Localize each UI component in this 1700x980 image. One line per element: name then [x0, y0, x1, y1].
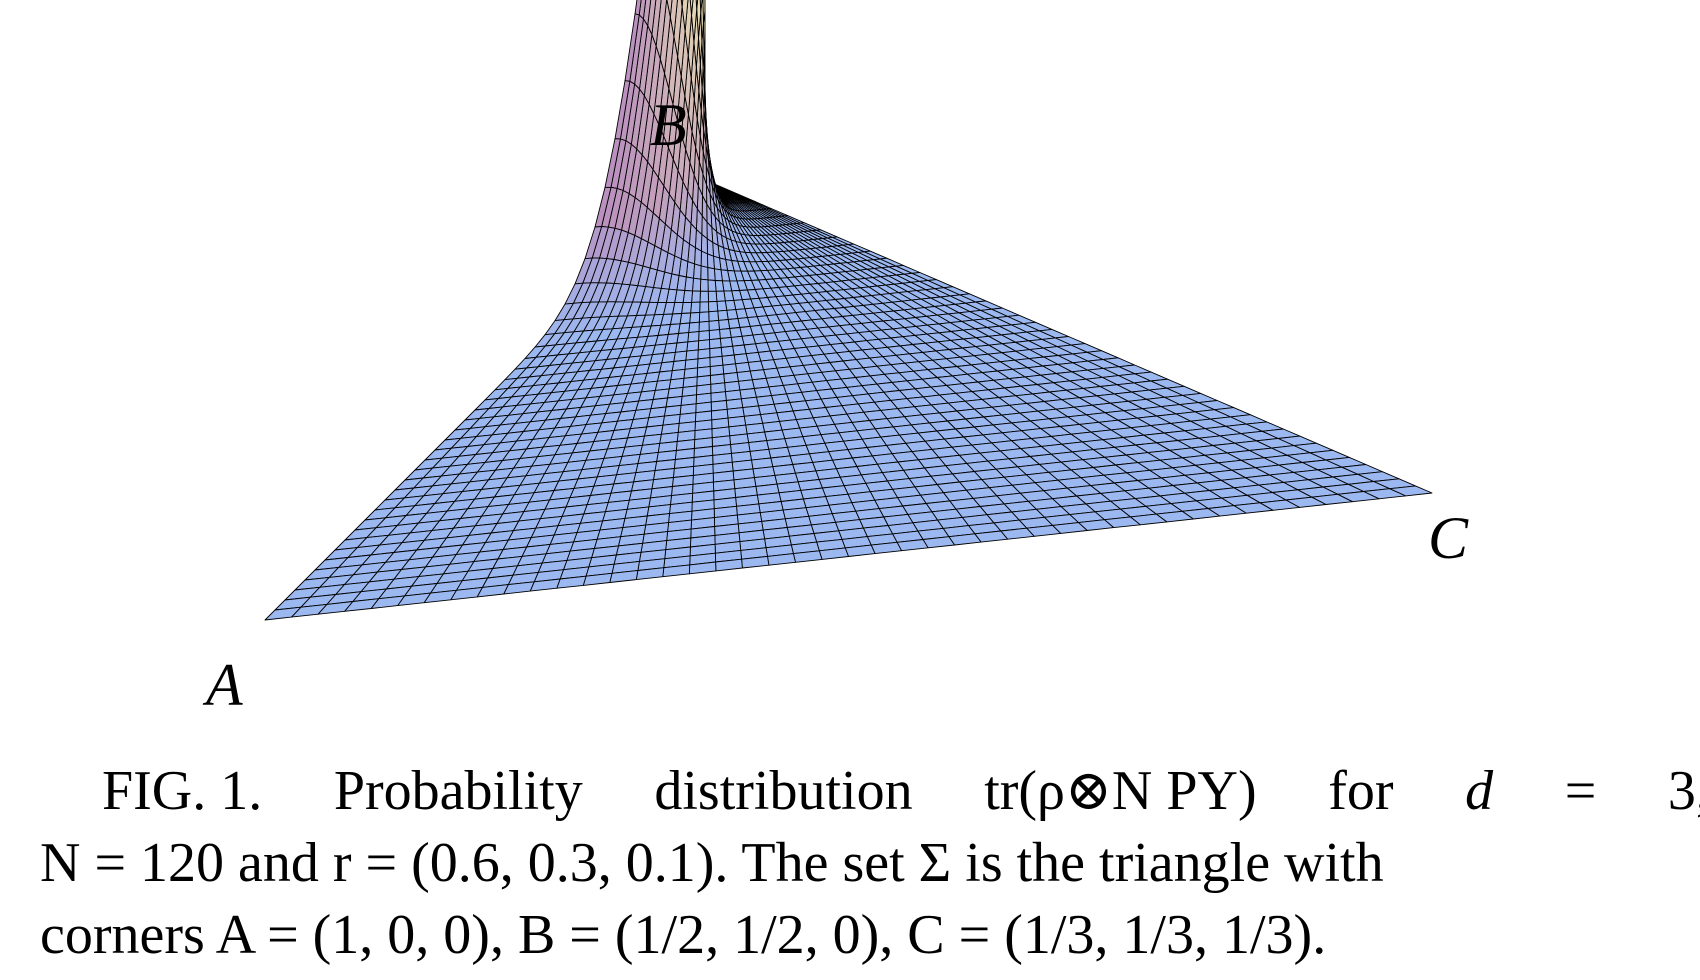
caption-line-2: N = 120 and r = (0.6, 0.3, 0.1). The set… [40, 832, 1384, 894]
mesh-cell [727, 318, 741, 329]
mesh-cell [726, 309, 739, 320]
mesh-cell [688, 321, 700, 334]
caption-word: for [1328, 760, 1394, 822]
mesh-cell [700, 250, 709, 268]
mesh-cell [707, 267, 716, 281]
caption-math-eq: = [1564, 760, 1597, 822]
caption-fig-label: FIG. 1. [102, 760, 263, 822]
mesh-cell [698, 320, 710, 333]
mesh-cell [691, 290, 701, 303]
mesh-cell [730, 335, 745, 347]
mesh-cell [697, 339, 711, 351]
mesh-cell [719, 328, 732, 339]
mesh-cell [729, 327, 743, 338]
corner-label-b: B [650, 92, 687, 158]
caption-math-value: 3, [1667, 760, 1700, 822]
mesh-cell [264, 606, 302, 621]
mesh-cell [698, 330, 710, 342]
caption-word: Probability [333, 760, 583, 822]
mesh-cell [689, 311, 701, 324]
mesh-cell [687, 331, 700, 343]
mesh-cell [708, 310, 720, 322]
mesh-cell [708, 319, 720, 332]
mesh-cell [713, 268, 723, 282]
mesh-cell [707, 253, 715, 270]
corner-label-a: A [206, 652, 243, 718]
mesh-cell [690, 301, 701, 314]
mesh-cell [718, 319, 731, 331]
caption-line-3: corners A = (1, 0, 0), B = (1/2, 1/2, 0)… [40, 904, 1327, 966]
corner-label-c: C [1428, 505, 1469, 571]
mesh-cell [699, 278, 709, 292]
mesh-cell [717, 309, 729, 321]
mesh-cell [714, 280, 725, 292]
mesh-cell [709, 338, 722, 350]
mesh-cell [715, 290, 726, 302]
caption-line-1: FIG. 1. Probability distribution tr(ρ⊗N … [102, 755, 1700, 827]
mesh-cell [700, 265, 709, 281]
mesh-cell [686, 340, 700, 352]
mesh-cell [716, 300, 728, 312]
mesh-cell [708, 300, 719, 313]
mesh-cell [708, 329, 721, 341]
caption-math-trace: tr(ρ⊗N PY) [984, 760, 1257, 822]
caption-word: distribution [654, 760, 913, 822]
mesh-cell [698, 311, 710, 323]
caption-math-d: d [1465, 760, 1494, 822]
probability-surface-figure: A B C [206, 0, 1469, 718]
mesh-cell [707, 290, 718, 303]
mesh-cell [699, 301, 710, 313]
mesh-surface [264, 0, 1433, 621]
mesh-cell [707, 279, 717, 292]
mesh-cell [699, 290, 709, 303]
